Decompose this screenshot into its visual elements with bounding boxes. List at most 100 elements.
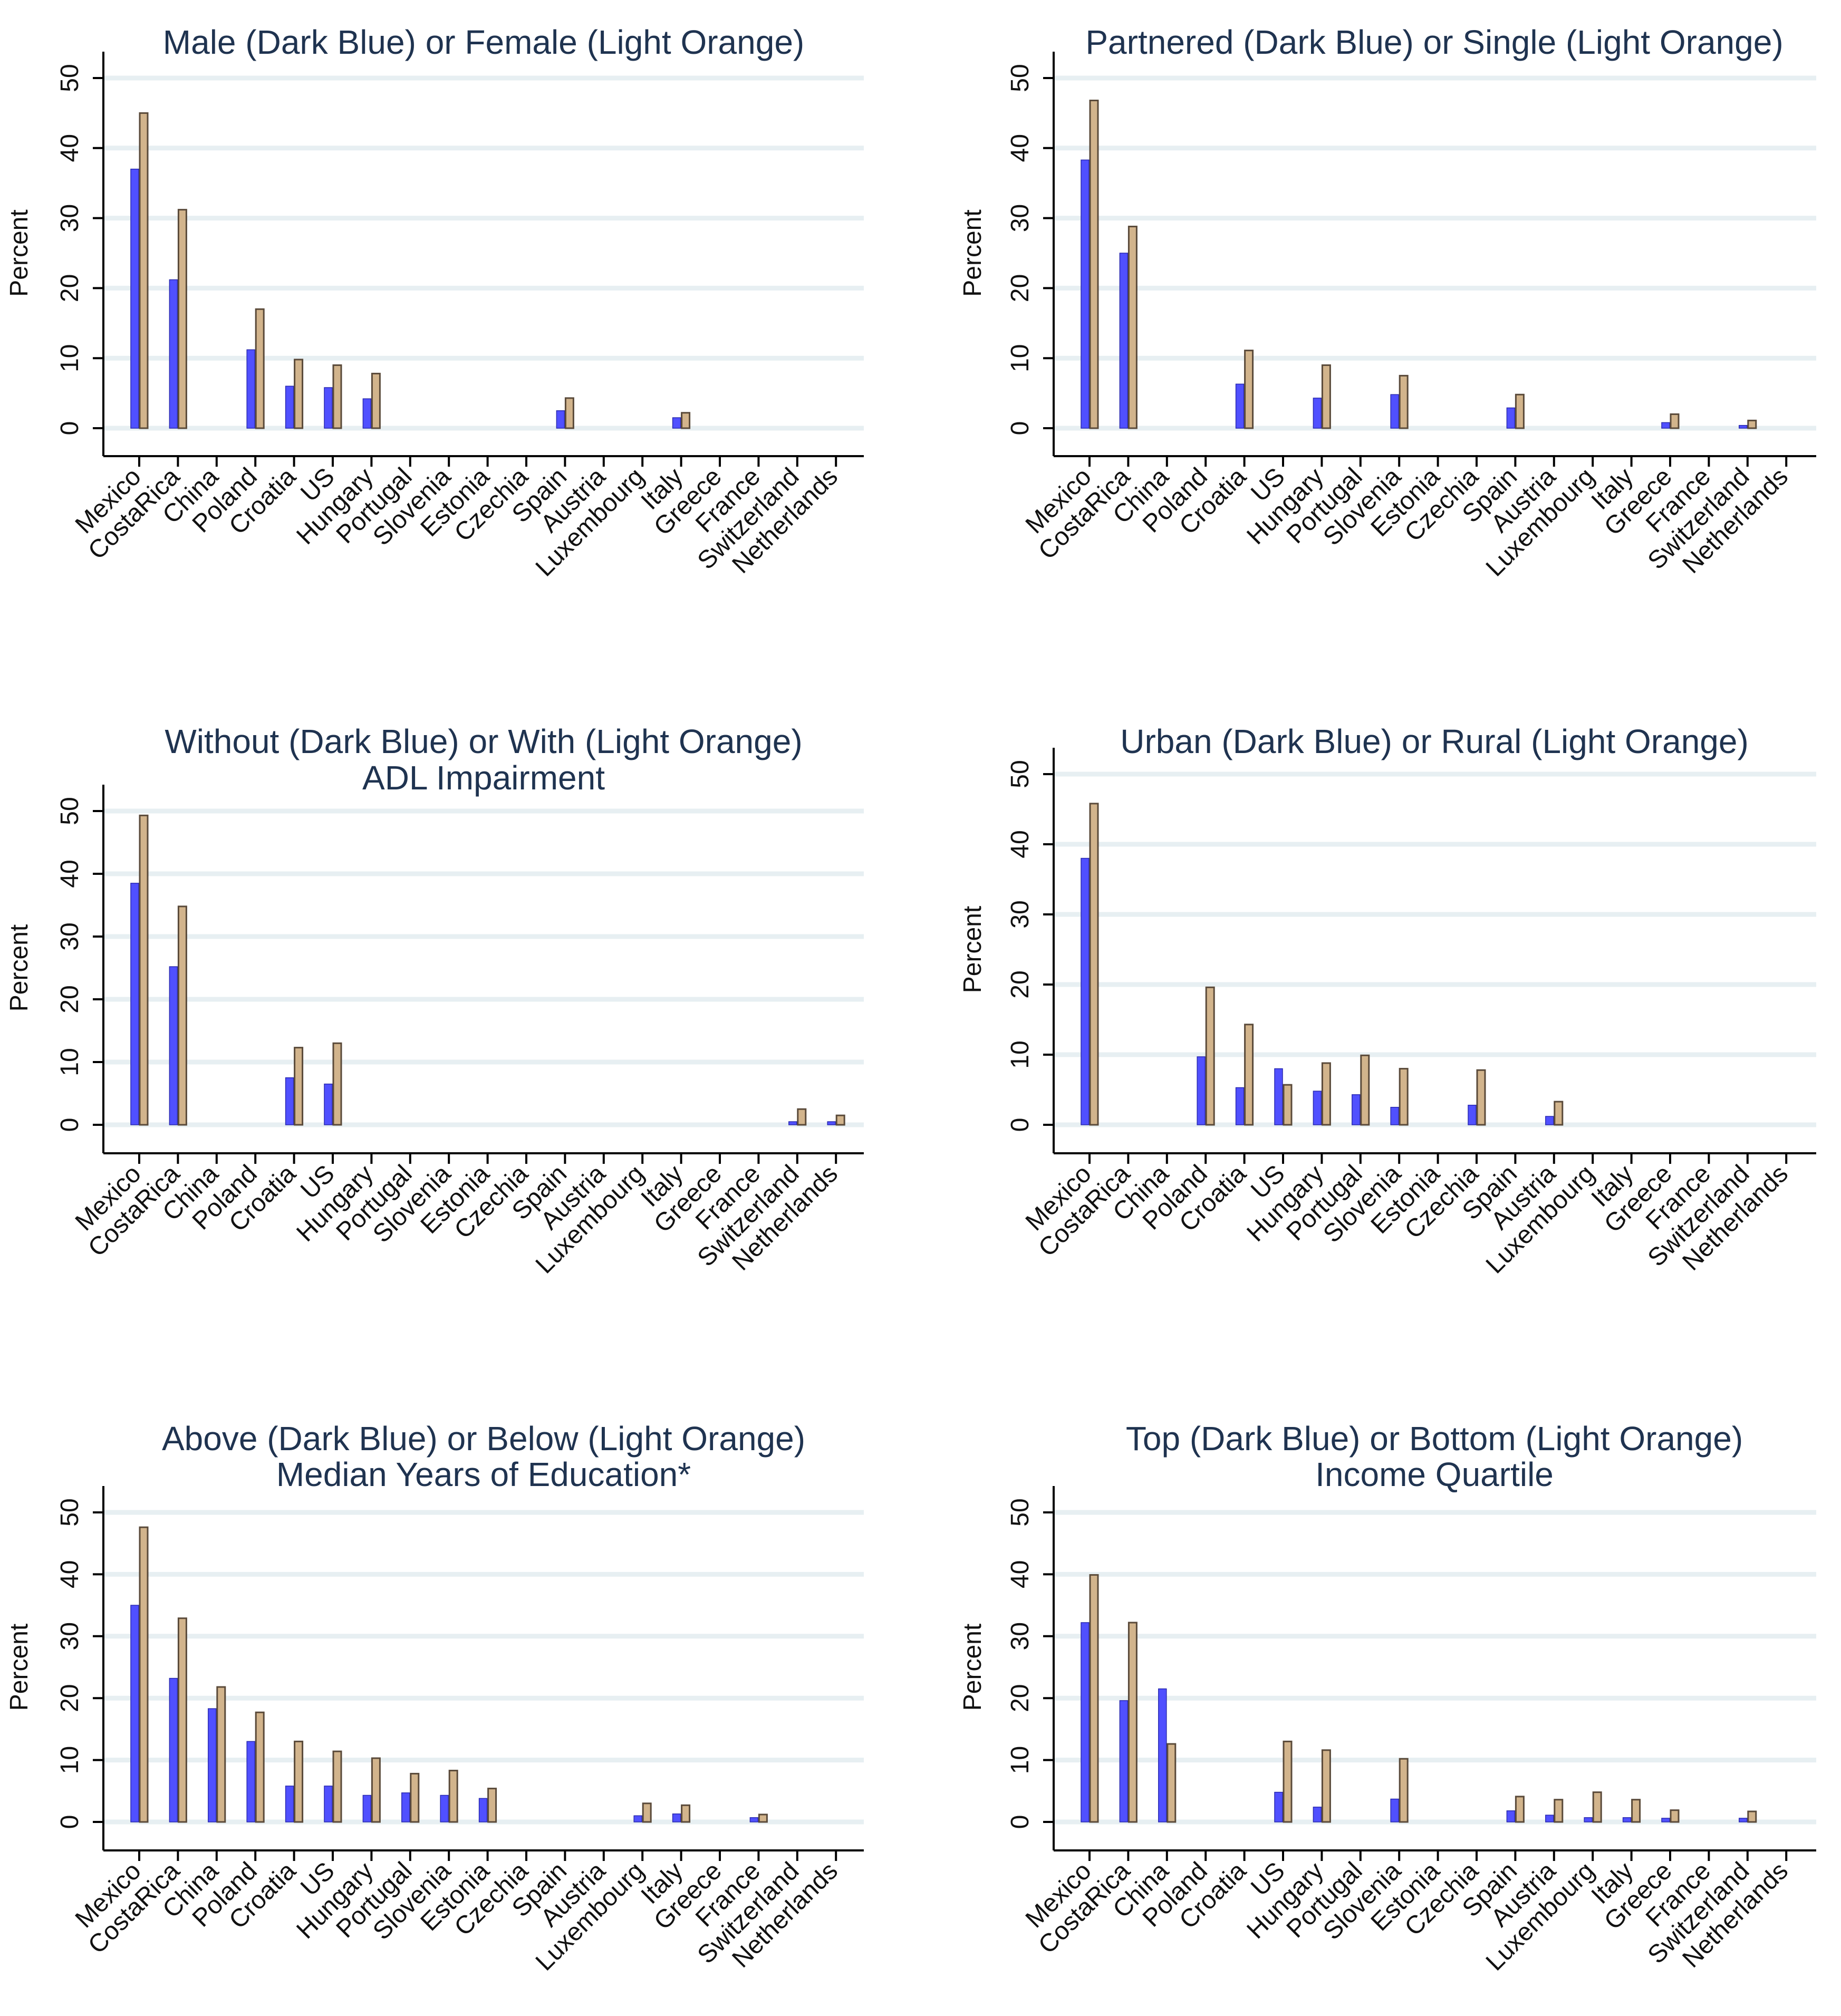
y-tick-label: 10	[1006, 1746, 1034, 1774]
bar-France-light-orange	[758, 1814, 768, 1823]
bar-Greece-dark-blue	[1661, 1818, 1670, 1822]
bar-Switzerland-dark-blue	[1739, 425, 1748, 429]
bar-Switzerland-dark-blue	[788, 1121, 797, 1125]
bar-Austria-light-orange	[1554, 1101, 1564, 1126]
bar-Spain-dark-blue	[1506, 1810, 1516, 1822]
bar-Croatia-light-orange	[1244, 350, 1254, 429]
bar-Spain-light-orange	[564, 397, 574, 429]
bar-Switzerland-light-orange	[1747, 419, 1757, 429]
y-tick-label: 50	[1006, 760, 1034, 788]
bar-Poland-dark-blue	[246, 349, 255, 429]
bar-Slovenia-dark-blue	[440, 1795, 449, 1822]
bar-Czechia-dark-blue	[1468, 1105, 1477, 1125]
y-axis-label: Percent	[5, 924, 33, 1011]
y-tick-label: 20	[1006, 970, 1034, 998]
y-tick-label: 20	[56, 1684, 84, 1712]
y-tick-label: 0	[1006, 421, 1034, 436]
bar-CostaRica-light-orange	[177, 905, 187, 1126]
y-tick-label: 40	[56, 134, 84, 162]
y-tick-label: 30	[1006, 900, 1034, 928]
chart-title: Income Quartile	[1315, 1455, 1554, 1493]
bar-Netherlands-dark-blue	[827, 1121, 836, 1125]
bar-Greece-dark-blue	[1661, 422, 1670, 429]
bar-Italy-light-orange	[681, 412, 691, 429]
y-tick-label: 40	[56, 860, 84, 888]
bar-Greece-light-orange	[1670, 413, 1680, 429]
y-tick-label: 30	[1006, 204, 1034, 232]
y-tick-label: 50	[1006, 64, 1034, 92]
bar-CostaRica-dark-blue	[1119, 1700, 1129, 1822]
bar-Slovenia-light-orange	[1399, 1758, 1409, 1823]
bar-Estonia-dark-blue	[478, 1798, 488, 1822]
bar-US-light-orange	[1283, 1740, 1293, 1823]
y-axis-label: Percent	[959, 906, 987, 993]
y-tick-label: 30	[56, 1622, 84, 1650]
chart-title: Partnered (Dark Blue) or Single (Light O…	[1085, 23, 1783, 61]
y-tick-label: 50	[56, 797, 84, 825]
bar-Croatia-light-orange	[294, 1740, 304, 1823]
bar-Spain-dark-blue	[556, 410, 565, 429]
bar-Slovenia-light-orange	[1399, 1068, 1409, 1126]
bar-Mexico-dark-blue	[1081, 857, 1090, 1125]
bar-Portugal-dark-blue	[401, 1792, 410, 1822]
bar-US-light-orange	[332, 1750, 342, 1823]
y-tick-label: 0	[1006, 1815, 1034, 1829]
chart-panel-3: Without (Dark Blue) or With (Light Orang…	[5, 722, 864, 1279]
bar-France-dark-blue	[749, 1817, 759, 1822]
bar-US-dark-blue	[324, 1083, 333, 1125]
bar-Croatia-light-orange	[1244, 1024, 1254, 1126]
bar-Spain-light-orange	[1515, 1796, 1525, 1823]
bar-Slovenia-light-orange	[1399, 374, 1409, 429]
bar-Italy-dark-blue	[672, 1813, 681, 1822]
bar-Croatia-light-orange	[294, 1047, 304, 1126]
bar-CostaRica-light-orange	[1127, 226, 1138, 429]
bar-Mexico-light-orange	[1089, 803, 1099, 1126]
bar-Mexico-dark-blue	[130, 1605, 139, 1822]
bar-China-dark-blue	[208, 1708, 217, 1822]
bar-Portugal-light-orange	[1360, 1054, 1370, 1126]
bar-Hungary-light-orange	[1321, 1062, 1331, 1126]
bar-Croatia-dark-blue	[285, 1077, 294, 1125]
y-tick-label: 0	[56, 1815, 84, 1829]
bar-Portugal-dark-blue	[1352, 1094, 1361, 1125]
bar-CostaRica-dark-blue	[169, 966, 178, 1125]
bar-China-dark-blue	[1158, 1688, 1167, 1822]
y-tick-label: 20	[1006, 274, 1034, 302]
bar-Slovenia-dark-blue	[1390, 1107, 1399, 1125]
chart-title: Urban (Dark Blue) or Rural (Light Orange…	[1120, 722, 1749, 760]
chart-title: Above (Dark Blue) or Below (Light Orange…	[162, 1420, 805, 1458]
bar-Italy-dark-blue	[672, 417, 681, 429]
bar-Luxembourg-dark-blue	[633, 1815, 642, 1822]
y-tick-label: 20	[1006, 1684, 1034, 1712]
bar-Slovenia-light-orange	[448, 1770, 458, 1823]
bar-Mexico-dark-blue	[130, 883, 139, 1125]
bar-Poland-light-orange	[1205, 986, 1215, 1126]
bar-Luxembourg-light-orange	[642, 1802, 652, 1823]
y-tick-label: 30	[56, 204, 84, 232]
y-axis-label: Percent	[959, 209, 987, 296]
bar-Hungary-light-orange	[1321, 1749, 1331, 1823]
bar-Mexico-light-orange	[1089, 99, 1099, 429]
bar-Mexico-dark-blue	[130, 168, 139, 429]
bar-Poland-light-orange	[255, 1711, 265, 1823]
bar-China-light-orange	[1167, 1743, 1177, 1823]
y-tick-label: 0	[56, 421, 84, 436]
y-tick-label: 10	[56, 1746, 84, 1774]
bar-US-dark-blue	[1274, 1791, 1283, 1822]
y-tick-label: 50	[56, 1498, 84, 1526]
bar-US-dark-blue	[1274, 1068, 1283, 1125]
y-tick-label: 10	[56, 344, 84, 372]
bar-US-light-orange	[332, 364, 342, 429]
bar-Poland-dark-blue	[1197, 1056, 1206, 1125]
bar-CostaRica-dark-blue	[169, 279, 178, 429]
bar-Luxembourg-dark-blue	[1584, 1817, 1593, 1822]
bar-China-light-orange	[216, 1686, 226, 1823]
y-tick-label: 40	[1006, 830, 1034, 858]
chart-title: Without (Dark Blue) or With (Light Orang…	[165, 722, 802, 760]
bar-Hungary-light-orange	[371, 372, 381, 429]
bar-Hungary-dark-blue	[1313, 398, 1322, 429]
bar-CostaRica-light-orange	[177, 1617, 187, 1823]
bar-Poland-light-orange	[255, 308, 265, 429]
bar-Hungary-dark-blue	[362, 398, 372, 429]
bar-Luxembourg-light-orange	[1592, 1791, 1602, 1823]
